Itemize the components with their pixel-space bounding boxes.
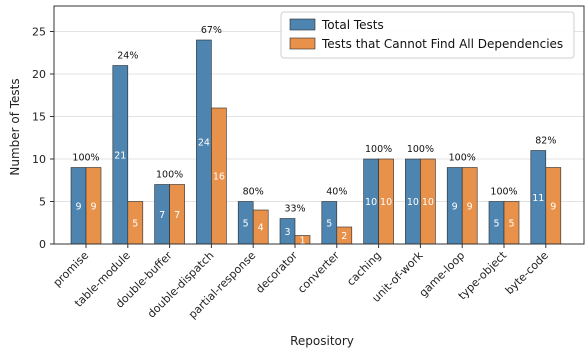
x-axis-title: Repository <box>290 334 354 348</box>
bar-value-label: 5 <box>243 218 249 229</box>
percent-label: 100% <box>365 144 392 155</box>
legend-label-missing-deps: Tests that Cannot Find All Dependencies <box>321 37 563 51</box>
x-tick-label: decorator <box>253 249 300 296</box>
y-tick-label: 15 <box>32 111 46 124</box>
bar-value-label: 5 <box>493 218 499 229</box>
percent-label: 100% <box>449 153 476 164</box>
bar-value-label: 1 <box>299 235 305 246</box>
x-tick-label: caching <box>344 249 383 288</box>
bar-value-label: 7 <box>174 210 180 221</box>
bar-value-label: 3 <box>284 227 290 238</box>
plot-frame <box>53 5 585 245</box>
bar-value-label: 9 <box>75 201 81 212</box>
legend-swatch-missing-deps <box>289 37 316 50</box>
bar-value-label: 10 <box>365 197 377 208</box>
bar-value-label: 7 <box>159 210 165 221</box>
bars-layer <box>70 39 562 245</box>
percent-label: 40% <box>326 187 347 198</box>
x-tick-label: converter <box>295 249 342 296</box>
percent-label: 100% <box>407 144 434 155</box>
bar-value-label: 2 <box>341 231 347 242</box>
y-tick-label: 5 <box>39 196 46 209</box>
percent-label: 80% <box>243 187 264 198</box>
bar-value-label: 5 <box>132 218 138 229</box>
bar-value-label: 5 <box>326 218 332 229</box>
bar-value-label: 11 <box>532 193 544 204</box>
bar-value-label: 21 <box>114 150 126 161</box>
legend-swatch-total <box>289 18 316 31</box>
percent-label: 100% <box>156 170 183 181</box>
bar-value-label: 9 <box>550 201 556 212</box>
x-tick-label: promise <box>51 249 92 290</box>
percent-label: 33% <box>284 204 305 215</box>
percent-label: 24% <box>117 51 138 62</box>
bar-value-label: 5 <box>508 218 514 229</box>
bar-value-label: 16 <box>213 172 225 183</box>
bar-value-label: 10 <box>407 197 419 208</box>
bar-value-label: 10 <box>380 197 392 208</box>
percent-label: 82% <box>535 136 556 147</box>
y-tick-label: 20 <box>32 68 46 81</box>
percent-label: 100% <box>490 187 517 198</box>
y-tick-label: 25 <box>32 26 46 39</box>
bar-value-label: 4 <box>258 223 264 234</box>
y-tick-label: 10 <box>32 153 46 166</box>
y-tick-label: 0 <box>39 238 46 251</box>
x-tick-label: byte-code <box>503 249 551 297</box>
bar-value-label: 9 <box>467 201 473 212</box>
legend-label-total: Total Tests <box>321 18 384 32</box>
legend-frame <box>280 11 575 59</box>
y-axis-title: Number of Tests <box>8 78 22 175</box>
legend: Total Tests Tests that Cannot Find All D… <box>280 11 575 59</box>
percent-label: 67% <box>201 25 222 36</box>
bar-value-label: 24 <box>198 138 210 149</box>
bar-value-label: 10 <box>422 197 434 208</box>
percent-label: 100% <box>72 153 99 164</box>
bar-value-label: 9 <box>452 201 458 212</box>
bar-value-label: 9 <box>90 201 96 212</box>
